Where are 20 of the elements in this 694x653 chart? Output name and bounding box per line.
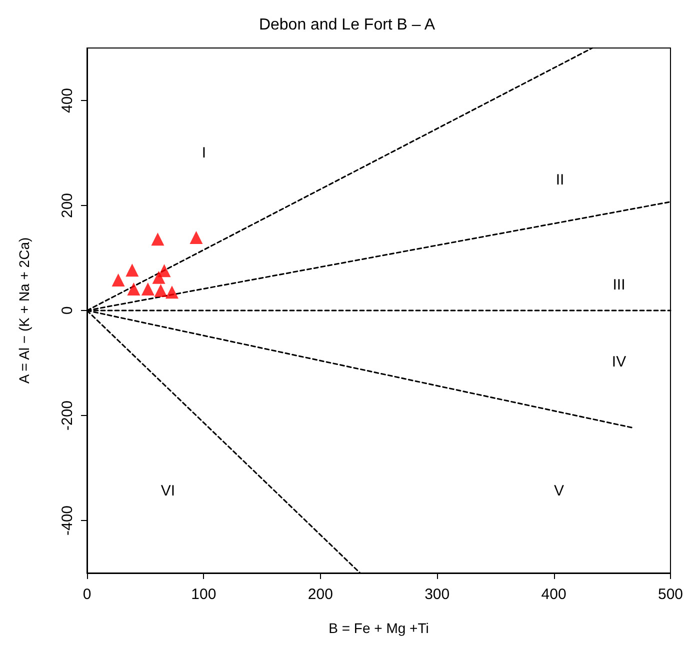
- x-tick-label: 0: [82, 586, 92, 603]
- x-tick-label: 300: [424, 586, 450, 603]
- annotation: III: [612, 276, 626, 294]
- y-tick-label: -400: [59, 505, 76, 536]
- x-tick-label: 100: [191, 586, 216, 603]
- annotation: V: [554, 482, 564, 500]
- annotation: IV: [612, 354, 626, 370]
- chart-title: Debon and Le Fort B – A: [258, 16, 436, 34]
- annotation: VI: [160, 482, 176, 500]
- x-tick-label: 200: [308, 586, 333, 603]
- annotation: I: [202, 144, 206, 162]
- y-tick-label: 0: [59, 306, 76, 315]
- annotation: II: [556, 172, 564, 188]
- x-tick-label: 500: [658, 586, 683, 603]
- y-tick-label: 400: [59, 88, 76, 114]
- x-axis-title: B = Fe + Mg +Ti: [328, 620, 429, 636]
- x-tick-label: 400: [541, 586, 566, 603]
- y-tick-label: 200: [59, 192, 76, 218]
- y-axis-title: A = Al − (K + Na + 2Ca): [16, 237, 32, 384]
- y-tick-label: -200: [59, 400, 76, 431]
